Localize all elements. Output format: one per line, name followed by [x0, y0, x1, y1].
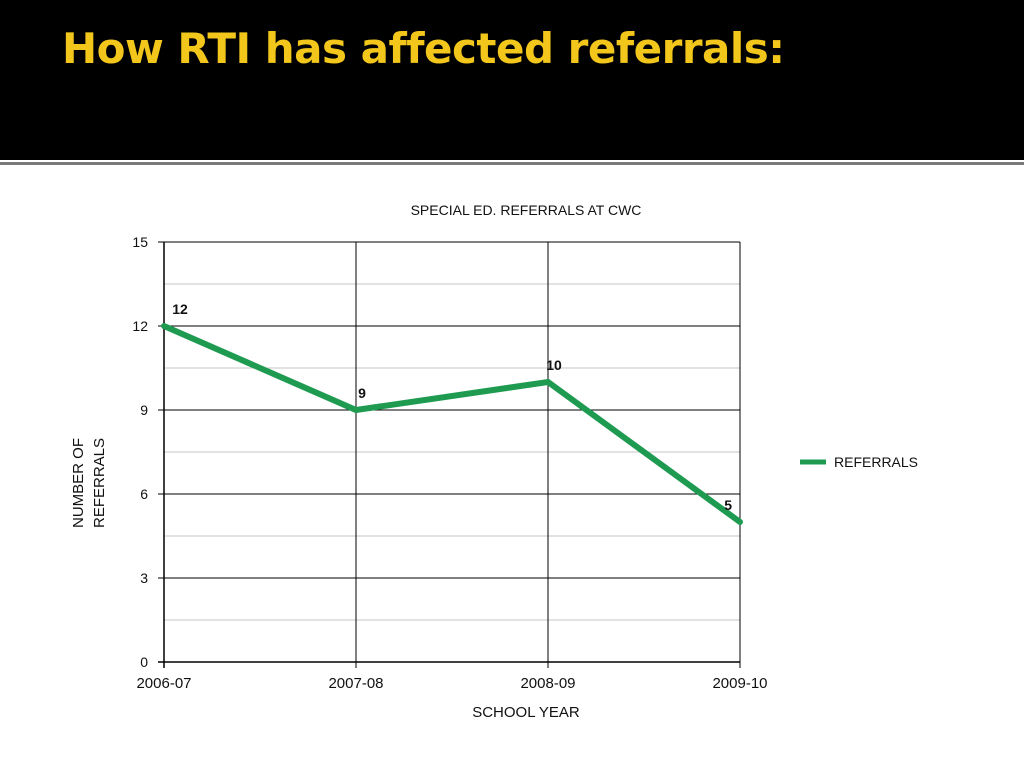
legend: REFERRALS: [800, 454, 918, 470]
y-axis-label: NUMBER OF REFERRALS: [70, 438, 108, 528]
y-axis-ticks: 0 3 6 9 12 15: [132, 234, 164, 670]
data-point: [545, 379, 551, 385]
x-axis-ticks: 2006-07 2007-08 2008-09 2009-10: [136, 662, 768, 692]
title-bar: [0, 0, 1024, 160]
data-label: 12: [172, 301, 188, 317]
data-label: 10: [546, 357, 562, 373]
y-tick-label: 12: [132, 318, 148, 334]
x-tick-label: 2006-07: [136, 675, 191, 692]
data-label: 5: [724, 497, 732, 513]
y-axis-label-line-1: NUMBER OF: [70, 438, 87, 528]
data-point: [737, 519, 743, 525]
data-point: [161, 323, 167, 329]
slide-title: How RTI has affected referrals:: [62, 24, 785, 73]
x-axis-label: SCHOOL YEAR: [472, 704, 580, 721]
data-label: 9: [358, 385, 366, 401]
x-tick-label: 2009-10: [712, 675, 767, 692]
y-tick-label: 3: [140, 570, 148, 586]
x-tick-label: 2008-09: [520, 675, 575, 692]
title-divider: [0, 162, 1024, 165]
y-tick-label: 6: [140, 486, 148, 502]
chart-grid: [163, 241, 741, 663]
chart-title: SPECIAL ED. REFERRALS AT CWC: [411, 202, 642, 218]
chart-axes: [158, 242, 740, 668]
x-tick-label: 2007-08: [328, 675, 383, 692]
data-point: [353, 407, 359, 413]
y-tick-label: 15: [132, 234, 148, 250]
y-axis-label-line-2: REFERRALS: [91, 438, 108, 528]
series-layer: 12 9 10 5: [161, 301, 743, 525]
y-tick-label: 9: [140, 402, 148, 418]
series-line-referrals: [162, 323, 742, 525]
legend-label: REFERRALS: [834, 454, 918, 470]
y-tick-label: 0: [140, 654, 148, 670]
